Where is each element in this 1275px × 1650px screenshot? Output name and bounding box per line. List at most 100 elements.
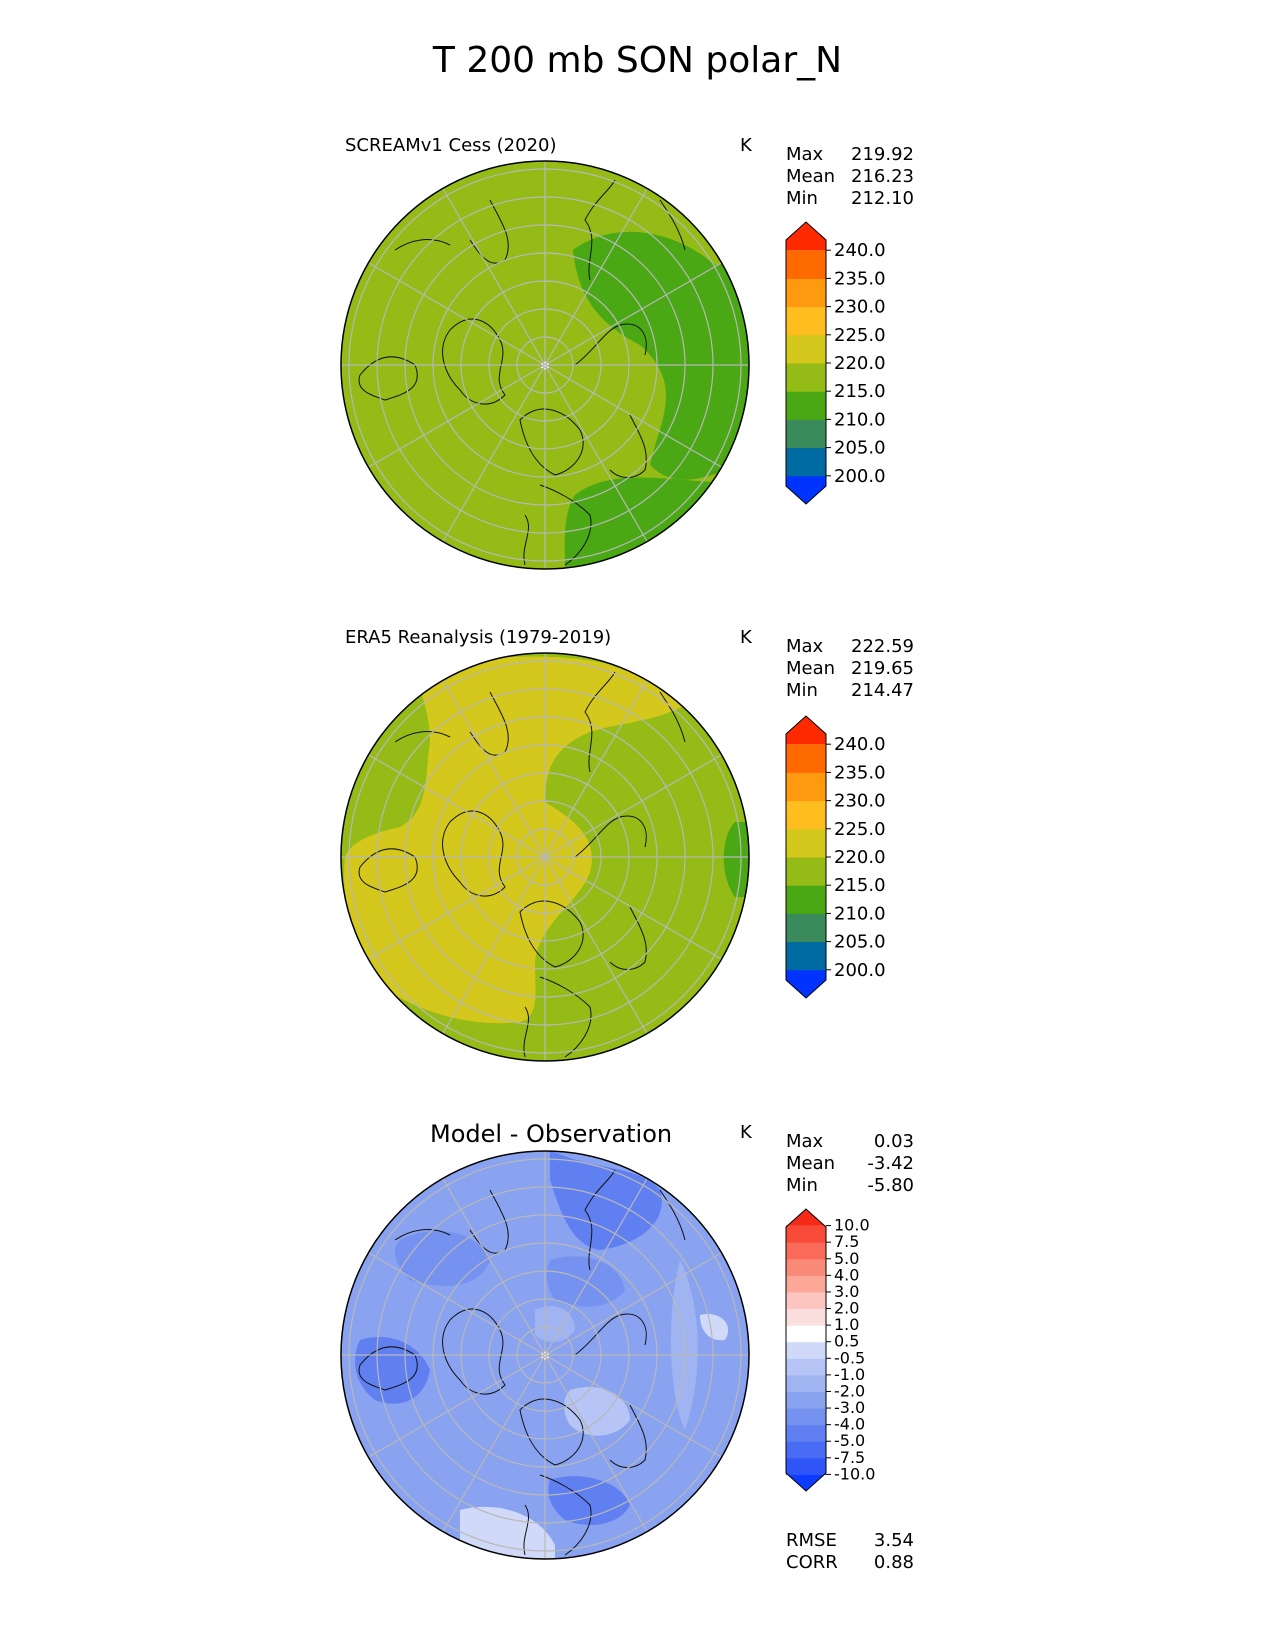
field-minus4-minus5 (355, 1336, 430, 1404)
colorbar-swatch (786, 1209, 826, 1227)
stat-label: Mean (786, 1153, 836, 1174)
colorbar-swatches (785, 715, 827, 999)
colorbar-tick-label: 240.0 (834, 734, 886, 755)
colorbar-swatch (786, 744, 826, 773)
colorbar-swatch (786, 1358, 826, 1376)
colorbar-swatch (786, 1473, 826, 1491)
panel-title: Model - Observation (430, 1120, 673, 1148)
colorbar-swatch (786, 1225, 826, 1243)
colorbar-tick-label: -1.0 (834, 1365, 865, 1384)
colorbar-tick-label: 210.0 (834, 409, 886, 430)
colorbar-tick-label: 225.0 (834, 325, 886, 346)
colorbar-swatch (786, 1242, 826, 1260)
colorbar-swatch (786, 278, 826, 308)
stat-label: Max (786, 1131, 824, 1152)
stat-value: 214.47 (851, 680, 914, 701)
colorbar-swatch (786, 716, 826, 745)
colorbar: -10.0-7.5-5.0-4.0-3.0-2.0-1.0-0.50.51.02… (785, 1208, 875, 1492)
stat-value: 0.03 (873, 1131, 914, 1152)
colorbar-swatches (785, 1208, 827, 1492)
colorbar-tick-label: -10.0 (834, 1464, 875, 1483)
panel-title: SCREAMv1 Cess (2020) (345, 135, 557, 156)
colorbar-ticks: -10.0-7.5-5.0-4.0-3.0-2.0-1.0-0.50.51.02… (826, 1216, 875, 1483)
stat-value: 3.54 (873, 1530, 914, 1551)
stat-label: Max (786, 144, 824, 165)
colorbar-swatch (786, 1275, 826, 1293)
colorbar-swatch (786, 447, 826, 477)
stat-value: -3.42 (867, 1153, 914, 1174)
colorbar-swatch (786, 1325, 826, 1343)
polar-map-difference: ✻ (340, 1150, 750, 1560)
stat-value: -5.80 (867, 1175, 914, 1196)
colorbar-tick-label: 215.0 (834, 875, 886, 896)
colorbar-swatch (786, 885, 826, 914)
stats-box: Max 219.92 Mean 216.23 Min 212.10 (786, 144, 914, 210)
colorbar-tick-label: 3.0 (834, 1282, 859, 1301)
colorbar-tick-label: 200.0 (834, 466, 886, 487)
stat-value: 222.59 (851, 636, 914, 657)
field-215-220 (723, 822, 749, 897)
colorbar-tick-label: 210.0 (834, 903, 886, 924)
colorbar-swatch (786, 391, 826, 420)
colorbar-swatch (786, 1408, 826, 1426)
colorbar-swatch (786, 1374, 826, 1392)
stat-label: Mean (786, 658, 836, 679)
colorbar-tick-label: 230.0 (834, 297, 886, 318)
graticule (341, 161, 749, 569)
colorbar-swatch (786, 222, 826, 251)
stats-box: Max 0.03 Mean -3.42 Min -5.80 (786, 1131, 914, 1197)
colorbar-tick-label: 205.0 (834, 932, 886, 953)
colorbar-tick-label: 230.0 (834, 791, 886, 812)
colorbar-tick-label: 235.0 (834, 762, 886, 783)
colorbar-swatch (786, 1341, 826, 1359)
colorbar-tick-label: -2.0 (834, 1381, 865, 1400)
colorbar-ticks: 200.0 205.0 210.0 215.0 220.0 225.0 230.0 235.0… (826, 734, 886, 981)
colorbar: 200.0 205.0 210.0 215.0 220.0 225.0 230.0 235.0… (785, 221, 886, 505)
graticule (341, 1151, 749, 1559)
unit-label: K (740, 135, 752, 156)
colorbar-swatch (786, 941, 826, 971)
colorbar-tick-label: 2.0 (834, 1299, 859, 1318)
colorbar-tick-label: -4.0 (834, 1415, 865, 1434)
colorbar-tick-label: 235.0 (834, 268, 886, 289)
stat-value: 219.92 (851, 144, 914, 165)
colorbar-outline (785, 715, 827, 999)
colorbar-tick-label: 220.0 (834, 847, 886, 868)
colorbar-tick-label: -7.5 (834, 1448, 865, 1467)
colorbar-swatch (786, 828, 826, 858)
colorbar-tick-label: 225.0 (834, 819, 886, 840)
map-boundary (340, 160, 750, 570)
map-boundary (340, 652, 750, 1062)
colorbar-tick-label: 4.0 (834, 1265, 859, 1284)
field-225-230 (344, 656, 690, 1024)
stat-label: RMSE (786, 1530, 837, 1551)
colorbar: 200.0 205.0 210.0 215.0 220.0 225.0 230.0 235.0… (785, 715, 886, 999)
colorbar-swatch (786, 772, 826, 802)
field-minus4-minus5 (550, 1151, 662, 1250)
extra-stats-box: RMSE 3.54 CORR 0.88 (786, 1530, 914, 1574)
colorbar-swatch (786, 419, 826, 449)
colorbar-tick-label: 10.0 (834, 1216, 870, 1235)
colorbar-tick-label: 215.0 (834, 381, 886, 402)
colorbar-swatch (786, 334, 826, 364)
colorbar-swatch (786, 1457, 826, 1475)
colorbar-swatch (786, 1308, 826, 1326)
stat-label: Max (786, 636, 824, 657)
colorbar-swatch (786, 1424, 826, 1442)
colorbar-outline (785, 1208, 827, 1492)
stat-label: Min (786, 188, 818, 209)
colorbar-swatch (786, 969, 826, 998)
stat-label: Min (786, 1175, 818, 1196)
unit-label: K (740, 627, 752, 648)
colorbar-swatch (786, 306, 826, 336)
stat-value: 212.10 (851, 188, 914, 209)
colorbar-tick-label: 240.0 (834, 240, 886, 261)
colorbar-swatch (786, 857, 826, 886)
stat-label: CORR (786, 1552, 838, 1573)
colorbar-swatch (786, 363, 826, 392)
colorbar-tick-label: -3.0 (834, 1398, 865, 1417)
pole-marker-icon: ✻ (540, 359, 550, 373)
field-215-220 (573, 231, 749, 480)
colorbar-swatch (786, 800, 826, 830)
colorbar-tick-label: 220.0 (834, 353, 886, 374)
